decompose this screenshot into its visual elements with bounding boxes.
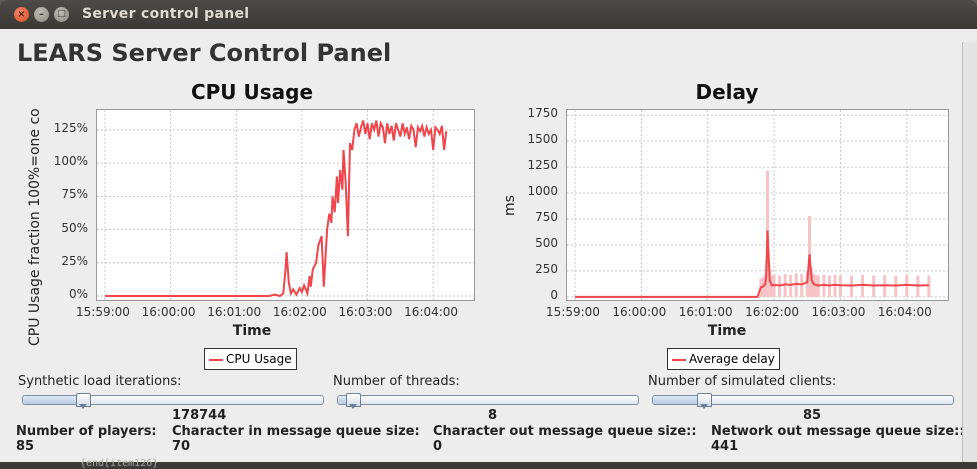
slider-fill	[23, 396, 83, 404]
x-tick-label: 16:01:00	[678, 305, 733, 319]
threads-slider[interactable]	[337, 393, 639, 409]
series-line-average-delay	[575, 230, 929, 298]
net-out-queue-value: 441	[711, 439, 739, 454]
x-tick-label: 16:00:00	[612, 305, 667, 319]
plot-area	[96, 109, 475, 301]
x-tick-label: 16:02:00	[745, 305, 799, 319]
y-tick-label: 1250	[527, 158, 558, 173]
synthetic-load-label: Synthetic load iterations:	[18, 374, 182, 389]
x-tick-label: 15:59:00	[546, 305, 600, 319]
background-terminal	[0, 462, 977, 469]
vertical-scrollbar[interactable]	[962, 42, 977, 462]
close-icon[interactable]: ×	[14, 7, 29, 22]
plot-area	[566, 109, 949, 301]
y-tick-label: 125%	[53, 120, 88, 135]
y-tick-label: 75%	[61, 187, 88, 202]
clients-slider[interactable]	[652, 393, 954, 409]
window-titlebar[interactable]: × – □ Server control panel	[0, 0, 977, 29]
chart-legend: Average delay	[667, 348, 780, 370]
y-tick-label: 100%	[53, 154, 88, 169]
players-label: Number of players:	[16, 424, 157, 439]
slider-thumb[interactable]	[697, 393, 712, 409]
slider-thumb[interactable]	[346, 393, 361, 409]
slider-fill	[653, 396, 704, 404]
y-tick-label: 50%	[61, 220, 88, 235]
slider-fill	[338, 396, 353, 404]
y-tick-label: 750	[535, 210, 558, 225]
panel-content: LEARS Server Control Panel CPU Usage CPU…	[0, 29, 977, 462]
x-tick-label: 16:02:00	[272, 305, 327, 319]
y-tick-label: 0%	[68, 287, 88, 301]
slider-thumb[interactable]	[76, 393, 91, 409]
synthetic-load-slider[interactable]	[22, 393, 324, 409]
chart-legend: CPU Usage	[204, 348, 297, 370]
char-in-queue-value: 70	[172, 439, 191, 454]
maximize-icon[interactable]: □	[54, 7, 69, 22]
y-tick-label: 0	[550, 287, 558, 302]
threads-label: Number of threads:	[333, 374, 460, 389]
players-value: 85	[16, 439, 35, 454]
delay-plot-svg	[567, 110, 948, 300]
y-axis-label: CPU Usage fraction 100%=one co	[27, 108, 43, 346]
char-in-queue-label: Character in message queue size:	[172, 424, 420, 439]
window-title: Server control panel	[82, 6, 250, 22]
x-tick-label: 16:00:00	[141, 305, 196, 319]
y-tick-label: 1500	[527, 132, 558, 147]
series-line-cpu-usage	[105, 120, 448, 298]
legend-label: CPU Usage	[226, 352, 292, 366]
y-tick-label: 250	[535, 261, 558, 276]
x-tick-label: 16:01:00	[207, 305, 262, 319]
clients-label: Number of simulated clients:	[648, 374, 837, 389]
y-tick-label: 25%	[61, 253, 88, 268]
synthetic-load-value: 178744	[172, 408, 227, 423]
threads-value: 8	[488, 408, 498, 423]
legend-label: Average delay	[689, 352, 775, 366]
chart-title: Delay	[695, 80, 759, 104]
x-tick-label: 16:04:00	[404, 305, 459, 319]
x-tick-label: 16:04:00	[877, 305, 932, 319]
x-tick-label: 15:59:00	[76, 305, 130, 319]
background-text: {end[item126}	[80, 458, 159, 469]
chart-title: CPU Usage	[190, 80, 314, 104]
cpu-plot-svg	[97, 110, 474, 300]
minimize-icon[interactable]: –	[34, 7, 49, 22]
x-tick-label: 16:03:00	[811, 305, 866, 319]
delay-chart: Delay ms Time Average delay 0 250 500 750 10…	[492, 74, 962, 374]
y-tick-label: 1000	[527, 184, 558, 199]
y-tick-label: 500	[535, 235, 558, 250]
net-out-queue-label: Network out message queue size::	[711, 424, 965, 439]
char-out-queue-label: Character out message queue size::	[433, 424, 697, 439]
y-tick-label: 1750	[527, 106, 558, 121]
x-axis-label: Time	[707, 323, 747, 339]
page-title: LEARS Server Control Panel	[17, 39, 392, 67]
legend-swatch	[209, 358, 223, 361]
legend-swatch	[672, 358, 686, 361]
clients-value: 85	[803, 408, 822, 423]
y-axis-label: ms	[502, 195, 518, 216]
x-tick-label: 16:03:00	[338, 305, 393, 319]
char-out-queue-value: 0	[433, 439, 443, 454]
x-axis-label: Time	[232, 323, 272, 339]
cpu-usage-chart: CPU Usage CPU Usage fraction 100%=one co…	[17, 74, 487, 374]
